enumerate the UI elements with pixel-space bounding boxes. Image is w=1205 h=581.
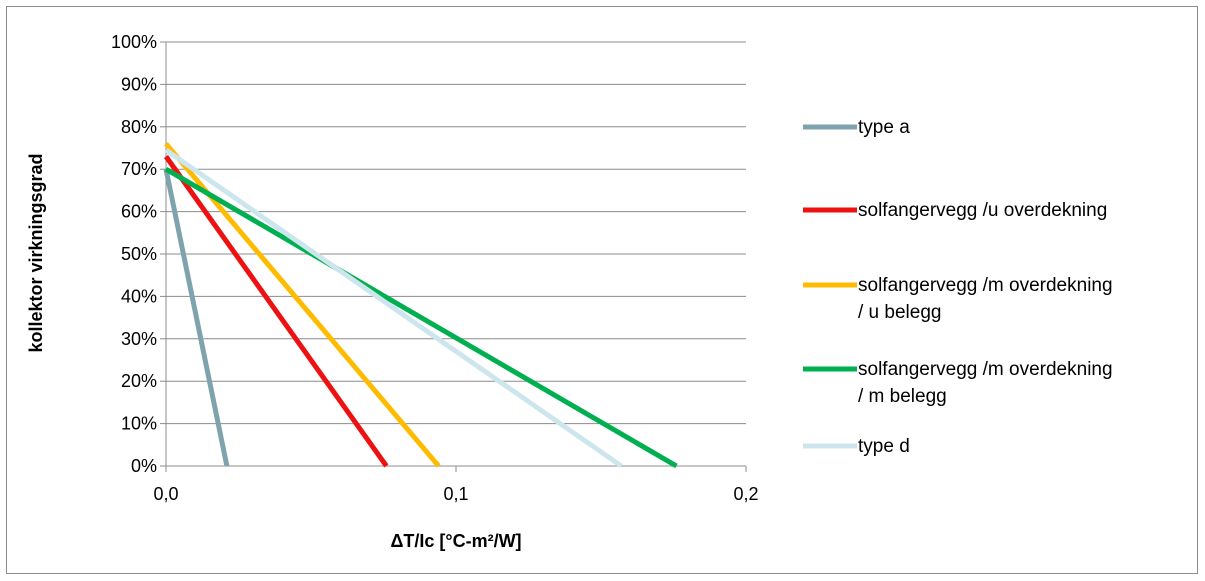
legend-label: solfangervegg /u overdekning [858, 200, 1107, 221]
x-tick-label: 0,0 [153, 484, 178, 504]
series-line-2 [163, 155, 389, 468]
x-axis-title: ΔT/Ic [°C-m²/W] [390, 531, 521, 551]
chart-frame [6, 6, 1198, 574]
x-tick-label: 0,1 [443, 484, 468, 504]
series-lines [163, 142, 678, 469]
legend: type a solfangervegg /u overdekning solfan… [803, 117, 1113, 457]
y-tick-label: 60% [121, 202, 157, 222]
y-tick-label: 40% [121, 286, 157, 306]
y-tick-label: 10% [121, 414, 157, 434]
y-tick-label: 50% [121, 244, 157, 264]
y-tick-label: 70% [121, 159, 157, 179]
grid-lines [160, 41, 747, 472]
series-line-5 [164, 148, 623, 469]
y-axis-title: kollektor virkningsgrad [26, 153, 46, 352]
legend-label: solfangervegg /m overdekning / m belegg [858, 359, 1113, 407]
legend-label: solfangervegg /m overdekning / u belegg [858, 275, 1113, 323]
y-tick-label: 90% [121, 74, 157, 94]
y-tick-label: 20% [121, 371, 157, 391]
series-line-4 [164, 167, 678, 469]
y-tick-labels: 0% 10% 20% 30% 40% 50% 60% 70% 80% 90% 100% [111, 32, 157, 476]
legend-label: type d [858, 436, 910, 457]
x-tick-label: 0,2 [733, 484, 758, 504]
y-tick-label: 100% [111, 32, 157, 52]
x-tick-labels: 0,0 0,1 0,2 [153, 484, 758, 504]
series-line-1 [163, 168, 230, 467]
legend-label: type a [858, 117, 910, 138]
y-tick-label: 30% [121, 329, 157, 349]
y-tick-label: 0% [131, 456, 157, 476]
y-tick-label: 80% [121, 117, 157, 137]
